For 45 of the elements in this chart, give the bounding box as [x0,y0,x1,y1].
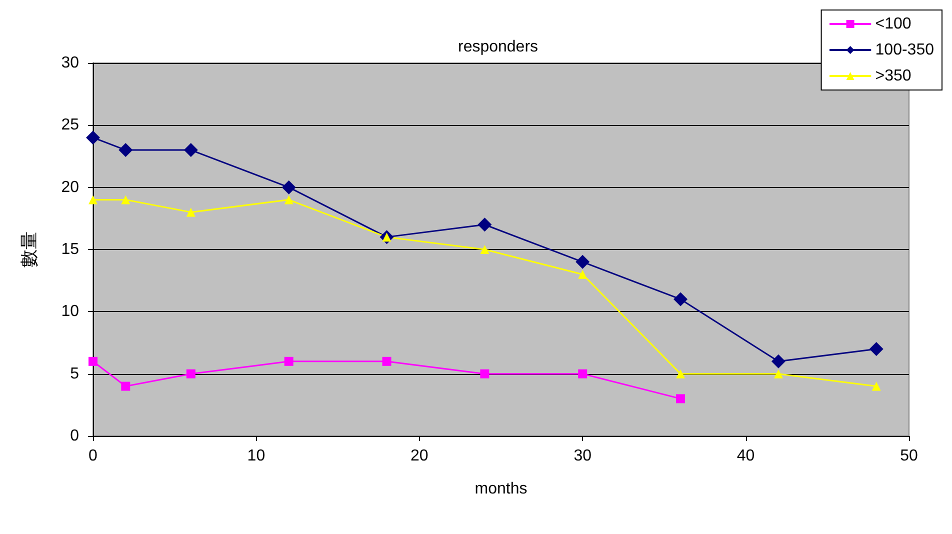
legend-label: 100-350 [875,42,934,58]
x-tick-label: 20 [410,448,428,464]
y-tick-label: 0 [70,428,80,444]
point [88,195,98,204]
x-tick-label: 30 [574,448,592,464]
x-tick-label: 50 [900,448,918,464]
point [872,382,881,391]
point [478,218,492,232]
x-tick-label: 10 [247,448,266,464]
point [869,342,884,356]
y-axis-title: 數量 [19,232,39,268]
point [121,382,130,391]
y-tick-label: 20 [61,178,80,196]
point [676,369,686,378]
y-tick-label: 25 [61,116,80,134]
point [578,369,588,378]
point [186,369,196,378]
x-tick-label: 40 [736,448,755,464]
point [576,254,590,269]
legend-label: >350 [875,68,912,84]
point [480,245,490,254]
x-tick-label: 0 [88,448,98,464]
y-tick-label: 15 [61,241,80,258]
point [121,195,130,204]
point [480,369,490,378]
point [88,356,98,366]
point [184,143,198,158]
point [282,180,296,194]
point [578,270,588,279]
point [676,394,686,404]
point [86,130,100,145]
point [382,356,392,366]
y-tick-label: 10 [61,303,80,320]
point [186,208,196,217]
y-tick-label: 5 [70,365,80,382]
x-axis-title: months [474,480,528,498]
y-tick-label: 30 [61,54,80,72]
chart-title: responders [458,38,538,56]
point [284,356,294,366]
legend-label: <100 [875,16,912,32]
point [118,143,133,158]
point [284,195,294,204]
point [674,292,688,306]
point [771,354,786,368]
point [774,369,783,378]
